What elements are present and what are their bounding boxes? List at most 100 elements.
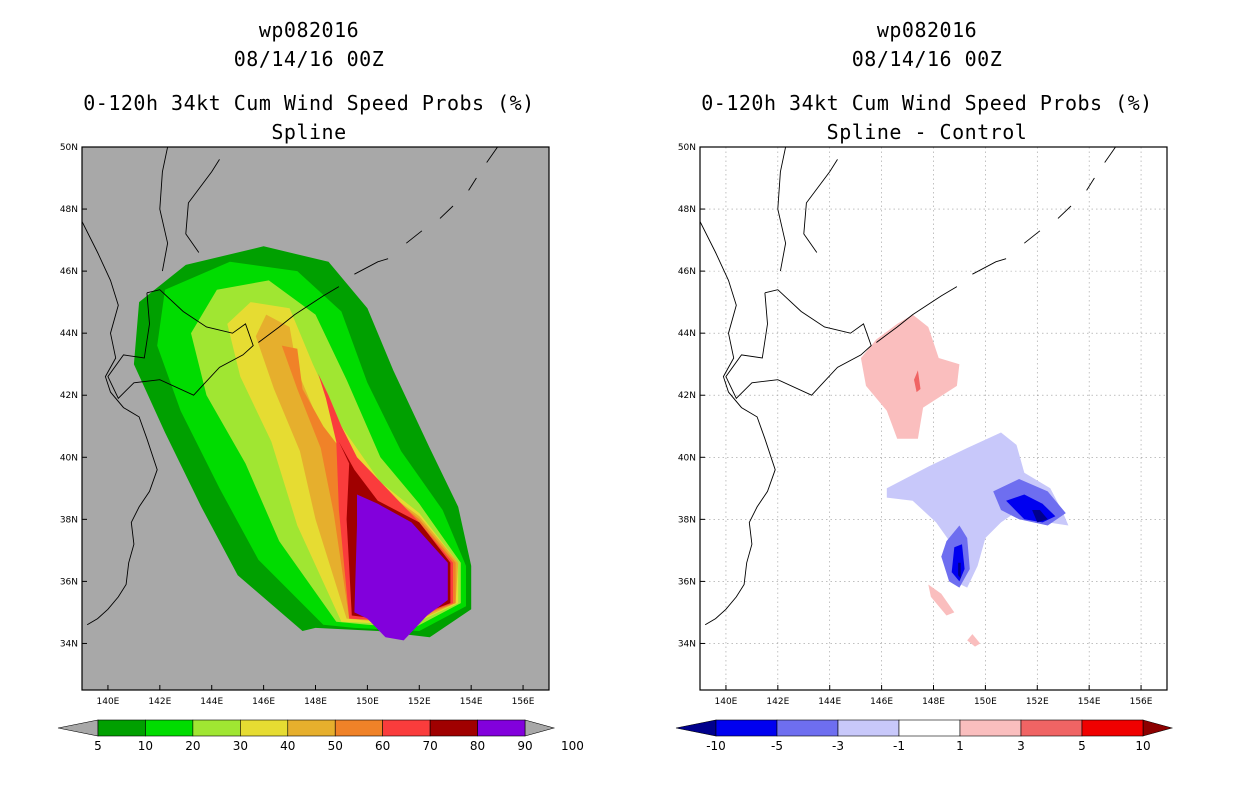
colorbar-label: 70 [422, 739, 437, 753]
colorbar-label: 50 [328, 739, 343, 753]
y-tick-label: 46N [678, 267, 696, 277]
y-tick-label: 50N [678, 143, 696, 153]
coastline-3 [185, 159, 220, 253]
colorbar-label: 60 [375, 739, 390, 753]
colorbar-swatch [477, 719, 526, 737]
colorbar-label: 20 [185, 739, 200, 753]
y-tick-label: 44N [60, 329, 78, 339]
right-panel: wp082016 08/14/16 00Z 0-120h 34kt Cum Wi… [618, 0, 1236, 800]
x-tick-label: 154E [1078, 697, 1101, 707]
colorbar-label: 3 [1017, 739, 1025, 753]
difference-region-1 [914, 370, 921, 393]
colorbar-label: 80 [470, 739, 485, 753]
x-tick-label: 144E [818, 697, 841, 707]
right-map-axes: 140E 142E 144E 146E 148E 150E 152E 154E 156E 34N 3… [678, 143, 1153, 707]
difference-colorbar: -10 -5 -3 -1 1 3 5 10 [675, 719, 1174, 753]
colorbar-label: 30 [233, 739, 248, 753]
coastline-4 [258, 286, 340, 343]
subtitle: Spline - Control [826, 120, 1028, 144]
coastlines [82, 122, 531, 626]
coastline-4 [876, 286, 958, 343]
x-tick-label: 142E [148, 697, 171, 707]
colorbar-swatch [1020, 719, 1083, 737]
coastline-2 [159, 147, 169, 272]
coastline-5 [972, 258, 1007, 275]
coastlines [700, 122, 1149, 626]
colorbar-swatch [97, 719, 146, 737]
y-tick-label: 36N [60, 577, 78, 587]
difference-region-10 [1032, 510, 1048, 523]
y-tick-label: 48N [678, 205, 696, 215]
colorbar-label: -1 [893, 739, 905, 753]
coastline-9 [1104, 147, 1117, 163]
colorbar-swatch [715, 719, 778, 737]
datetime-title: 08/14/16 00Z [851, 47, 1003, 71]
coastline-6 [1024, 230, 1041, 244]
colorbar-swatch [776, 719, 839, 737]
y-tick-label: 46N [60, 267, 78, 277]
y-tick-label: 38N [60, 515, 78, 525]
probability-colorbar: 5 10 20 30 40 50 60 70 80 90 100 [57, 719, 584, 753]
colorbar-label: 10 [138, 739, 153, 753]
colorbar-swatch [898, 719, 961, 737]
y-tick-label: 38N [678, 515, 696, 525]
storm-id-title: wp082016 [876, 18, 978, 42]
colorbar-label: 90 [517, 739, 532, 753]
colorbar-label: 40 [280, 739, 295, 753]
y-tick-label: 48N [60, 205, 78, 215]
colorbar-label: 5 [94, 739, 102, 753]
x-tick-label: 146E [870, 697, 893, 707]
product-title: 0-120h 34kt Cum Wind Speed Probs (%) [701, 91, 1153, 115]
subtitle: Spline [271, 120, 347, 144]
x-tick-label: 144E [200, 697, 223, 707]
x-tick-label: 148E [304, 697, 327, 707]
colorbar-swatch [240, 719, 289, 737]
colorbar-arrow-high [524, 719, 556, 737]
product-title: 0-120h 34kt Cum Wind Speed Probs (%) [83, 91, 535, 115]
coastline-6 [406, 230, 423, 244]
coastline-8 [468, 177, 477, 191]
colorbar-label: 100 [561, 739, 584, 753]
difference-contours [860, 314, 1069, 647]
coastline-1 [107, 289, 254, 400]
difference-region-7 [958, 562, 961, 579]
coastline-7 [1057, 205, 1072, 219]
coastline-10 [1133, 122, 1149, 138]
x-tick-label: 142E [766, 697, 789, 707]
x-tick-label: 146E [252, 697, 275, 707]
coastline-8 [1086, 177, 1095, 191]
x-tick-label: 156E [1130, 697, 1153, 707]
y-tick-label: 44N [678, 329, 696, 339]
colorbar-swatch [145, 719, 194, 737]
y-tick-label: 40N [60, 453, 78, 463]
probability-contours [133, 246, 472, 641]
x-tick-label: 150E [974, 697, 997, 707]
difference-region-3 [928, 584, 955, 616]
coastline-9 [486, 147, 499, 163]
x-tick-label: 152E [408, 697, 431, 707]
colorbar-swatch [837, 719, 900, 737]
x-tick-label: 152E [1026, 697, 1049, 707]
coastline-7 [439, 205, 454, 219]
colorbar-label: -10 [706, 739, 726, 753]
colorbar-swatch [1081, 719, 1144, 737]
colorbar-swatch [382, 719, 431, 737]
difference-region-2 [886, 432, 1069, 588]
colorbar-swatch [192, 719, 241, 737]
y-tick-label: 50N [60, 143, 78, 153]
contour-band-80 [354, 494, 448, 641]
y-tick-label: 42N [678, 391, 696, 401]
coastline-10 [515, 122, 531, 138]
colorbar-arrow-low [57, 719, 99, 737]
coastline-1 [725, 289, 872, 400]
x-tick-label: 150E [356, 697, 379, 707]
colorbar-label: -5 [771, 739, 783, 753]
y-tick-label: 34N [60, 639, 78, 649]
coastline-3 [803, 159, 838, 253]
colorbar-swatch [429, 719, 478, 737]
coastline-5 [354, 258, 389, 275]
y-tick-label: 42N [60, 391, 78, 401]
colorbar-swatch [334, 719, 383, 737]
y-tick-label: 34N [678, 639, 696, 649]
probability-map-chart: 140E 142E 144E 146E 148E 150E 152E 154E 156E 34N 3… [57, 122, 584, 753]
